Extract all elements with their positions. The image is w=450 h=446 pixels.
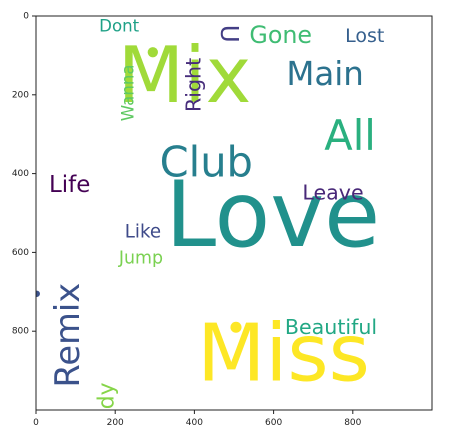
word-all: All xyxy=(324,111,376,160)
word-dont: Dont xyxy=(99,17,140,36)
word-fragment-dot xyxy=(230,321,242,333)
axes-frame xyxy=(35,15,433,411)
x-axis-ticks: 0 200 400 600 800 xyxy=(33,410,362,428)
word-lost: Lost xyxy=(345,25,384,47)
word-club: Club xyxy=(160,138,253,187)
y-tick-label: 800 xyxy=(12,327,29,337)
word-remix: Remix xyxy=(48,283,87,388)
x-tick-label: 0 xyxy=(33,418,39,428)
word-wanna: Wanna xyxy=(119,64,138,121)
y-tick-label: 400 xyxy=(12,169,29,179)
x-tick-label: 200 xyxy=(107,418,124,428)
x-tick-label: 600 xyxy=(265,418,282,428)
word-right: Right xyxy=(181,58,205,112)
y-tick-label: 600 xyxy=(12,248,29,258)
plot-area: Love Miss Mix Club All Main Remix Gone Lost Dont U… xyxy=(36,17,384,437)
x-tick-label: 400 xyxy=(186,418,203,428)
word-like: Like xyxy=(125,222,161,243)
word-fragment-dot xyxy=(36,290,40,297)
word-life: Life xyxy=(49,172,90,198)
word-u: U xyxy=(215,25,244,43)
word-jump: Jump xyxy=(118,248,163,268)
word-love: Love xyxy=(165,162,380,268)
word-main: Main xyxy=(286,55,364,93)
x-tick-label: 800 xyxy=(344,418,361,428)
word-leave: Leave xyxy=(302,180,363,204)
y-tick-label: 200 xyxy=(12,90,29,100)
word-beautiful: Beautiful xyxy=(285,315,377,339)
word-mix: Mix xyxy=(118,31,252,121)
word-fragment-dot xyxy=(147,47,158,58)
word-body: Body xyxy=(94,382,119,437)
y-tick-label: 0 xyxy=(23,12,29,22)
y-axis-ticks: 0 200 400 600 800 xyxy=(12,12,36,337)
word-gone: Gone xyxy=(249,21,312,49)
word-miss: Miss xyxy=(197,306,370,399)
